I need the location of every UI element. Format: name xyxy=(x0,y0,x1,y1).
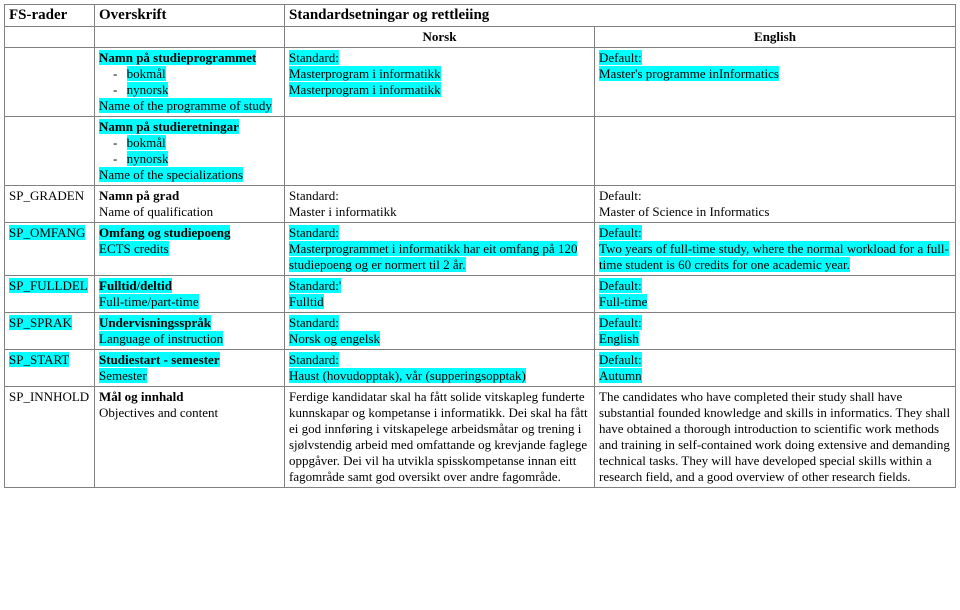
over-sub: Full-time/part-time xyxy=(99,294,199,309)
eng-cell: The candidates who have completed their … xyxy=(595,387,956,488)
over-title: Undervisningsspråk xyxy=(99,315,211,330)
over-sub: Language of instruction xyxy=(99,331,223,346)
over-cell: Undervisningsspråk Language of instructi… xyxy=(95,313,285,350)
norsk-line: Master i informatikk xyxy=(289,204,397,219)
over-sub: ECTS credits xyxy=(99,241,169,256)
eng-cell: Default: Master's programme inInformatic… xyxy=(595,48,956,117)
over-sub: Semester xyxy=(99,368,147,383)
table-subheader-row: Norsk English xyxy=(5,27,956,48)
over-bullet: nynorsk xyxy=(127,82,169,97)
eng-line: Autumn xyxy=(599,368,642,383)
fs-cell: SP_SPRAK xyxy=(5,313,95,350)
eng-cell: Default: Autumn xyxy=(595,350,956,387)
empty-cell xyxy=(95,27,285,48)
eng-line: Master of Science in Informatics xyxy=(599,204,769,219)
norsk-cell: Standard: Masterprogrammet i informatikk… xyxy=(285,223,595,276)
norsk-cell: Standard: Masterprogram i informatikk Ma… xyxy=(285,48,595,117)
eng-line: English xyxy=(599,331,639,346)
over-foot: Name of the specializations xyxy=(99,167,243,182)
fs-cell: SP_INNHOLD xyxy=(5,387,95,488)
norsk-cell: Standard: Haust (hovudopptak), vår (supp… xyxy=(285,350,595,387)
table-row: SP_OMFANG Omfang og studiepoeng ECTS cre… xyxy=(5,223,956,276)
eng-line: Default: xyxy=(599,315,642,330)
fs-cell xyxy=(5,117,95,186)
over-bullet: nynorsk xyxy=(127,151,169,166)
table-row: SP_START Studiestart - semester Semester… xyxy=(5,350,956,387)
col-subheader-english: English xyxy=(595,27,956,48)
norsk-line: Standard: xyxy=(289,50,339,65)
norsk-line: Standard: xyxy=(289,188,339,203)
over-title: Namn på studieretningar xyxy=(99,119,239,134)
col-header-overskrift: Overskrift xyxy=(95,5,285,27)
over-cell: Namn på studieprogrammet bokmål nynorsk … xyxy=(95,48,285,117)
over-sub: Objectives and content xyxy=(99,405,218,420)
over-cell: Mål og innhald Objectives and content xyxy=(95,387,285,488)
norsk-line: Haust (hovudopptak), vår (supperingsoppt… xyxy=(289,368,526,383)
norsk-line: Fulltid xyxy=(289,294,324,309)
table-row: Namn på studieprogrammet bokmål nynorsk … xyxy=(5,48,956,117)
eng-line: Default: xyxy=(599,352,642,367)
norsk-line: Norsk og engelsk xyxy=(289,331,380,346)
over-cell: Fulltid/deltid Full-time/part-time xyxy=(95,276,285,313)
eng-cell xyxy=(595,117,956,186)
over-title: Fulltid/deltid xyxy=(99,278,172,293)
over-title: Namn på studieprogrammet xyxy=(99,50,256,65)
col-header-fs: FS-rader xyxy=(5,5,95,27)
norsk-line: Masterprogrammet i informatikk har eit o… xyxy=(289,241,577,272)
norsk-cell xyxy=(285,117,595,186)
fs-cell: SP_OMFANG xyxy=(5,223,95,276)
table-header-row: FS-rader Overskrift Standardsetningar og… xyxy=(5,5,956,27)
col-subheader-norsk: Norsk xyxy=(285,27,595,48)
table-row: Namn på studieretningar bokmål nynorsk N… xyxy=(5,117,956,186)
eng-cell: Default: Full-time xyxy=(595,276,956,313)
eng-line: Default: xyxy=(599,225,642,240)
norsk-cell: Standard:' Fulltid xyxy=(285,276,595,313)
norsk-cell: Standard: Norsk og engelsk xyxy=(285,313,595,350)
norsk-line: Standard: xyxy=(289,225,339,240)
eng-line: Default: xyxy=(599,50,642,65)
fs-cell: SP_FULLDEL xyxy=(5,276,95,313)
eng-cell: Default: Two years of full-time study, w… xyxy=(595,223,956,276)
over-title: Mål og innhald xyxy=(99,389,184,404)
norsk-cell: Ferdige kandidatar skal ha fått solide v… xyxy=(285,387,595,488)
eng-line: Default: xyxy=(599,278,642,293)
norsk-line: Standard: xyxy=(289,352,339,367)
eng-cell: Default: English xyxy=(595,313,956,350)
eng-line: Two years of full-time study, where the … xyxy=(599,241,949,272)
table-row: SP_FULLDEL Fulltid/deltid Full-time/part… xyxy=(5,276,956,313)
eng-line: Default: xyxy=(599,188,642,203)
eng-cell: Default: Master of Science in Informatic… xyxy=(595,186,956,223)
over-cell: Omfang og studiepoeng ECTS credits xyxy=(95,223,285,276)
over-cell: Namn på studieretningar bokmål nynorsk N… xyxy=(95,117,285,186)
table-row: SP_GRADEN Namn på grad Name of qualifica… xyxy=(5,186,956,223)
empty-cell xyxy=(5,27,95,48)
over-cell: Namn på grad Name of qualification xyxy=(95,186,285,223)
over-bullet: bokmål xyxy=(127,135,166,150)
over-cell: Studiestart - semester Semester xyxy=(95,350,285,387)
eng-line: Master's programme inInformatics xyxy=(599,66,779,81)
table-row: SP_INNHOLD Mål og innhald Objectives and… xyxy=(5,387,956,488)
over-bullet: bokmål xyxy=(127,66,166,81)
over-foot: Name of the programme of study xyxy=(99,98,272,113)
fs-cell: SP_GRADEN xyxy=(5,186,95,223)
over-sub: Name of qualification xyxy=(99,204,213,219)
norsk-line: Masterprogram i informatikk xyxy=(289,66,441,81)
norsk-line: Standard: xyxy=(289,315,339,330)
norsk-line: Masterprogram i informatikk xyxy=(289,82,441,97)
fs-cell xyxy=(5,48,95,117)
col-header-standard: Standardsetningar og rettleiing xyxy=(285,5,956,27)
eng-line: Full-time xyxy=(599,294,647,309)
over-title: Namn på grad xyxy=(99,188,179,203)
fs-cell: SP_START xyxy=(5,350,95,387)
over-title: Studiestart - semester xyxy=(99,352,220,367)
over-title: Omfang og studiepoeng xyxy=(99,225,230,240)
spec-table: FS-rader Overskrift Standardsetningar og… xyxy=(4,4,956,488)
norsk-cell: Standard: Master i informatikk xyxy=(285,186,595,223)
norsk-line: Standard:' xyxy=(289,278,341,293)
table-row: SP_SPRAK Undervisningsspråk Language of … xyxy=(5,313,956,350)
